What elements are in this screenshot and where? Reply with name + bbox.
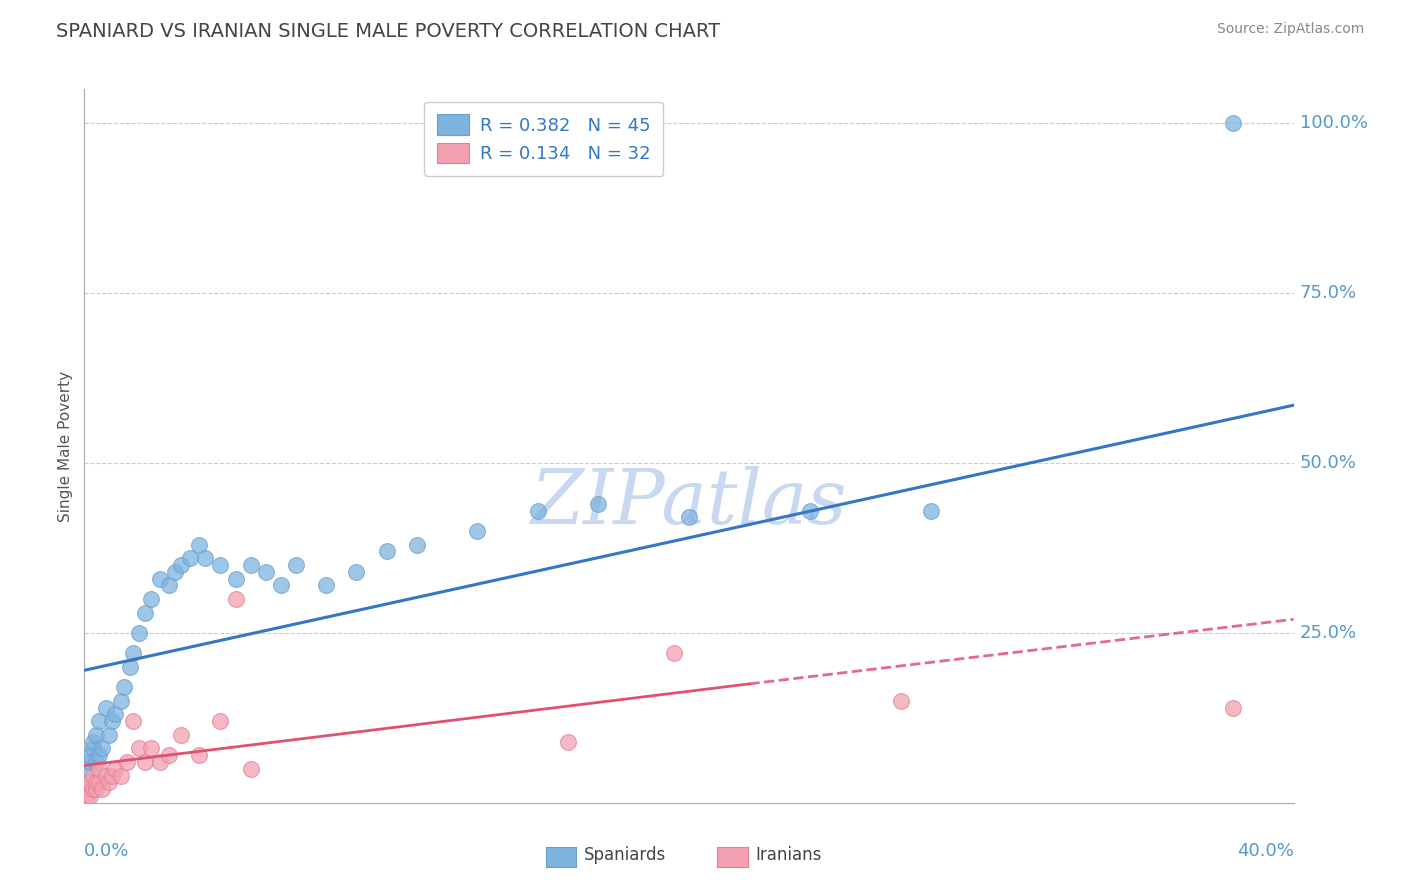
Point: [86, 775, 108, 789]
Point: [76, 782, 98, 797]
Point: [209, 714, 232, 729]
Point: [76, 789, 98, 803]
Point: [375, 544, 398, 558]
Text: Source: ZipAtlas.com: Source: ZipAtlas.com: [1216, 22, 1364, 37]
Point: [163, 565, 186, 579]
Text: 50.0%: 50.0%: [1299, 454, 1357, 472]
Point: [82, 741, 104, 756]
Point: [89, 762, 111, 776]
Point: [239, 762, 262, 776]
Point: [97, 775, 120, 789]
Point: [139, 741, 162, 756]
Point: [100, 714, 122, 729]
Point: [104, 762, 127, 776]
Point: [1222, 116, 1244, 130]
Legend: R = 0.382   N = 45, R = 0.134   N = 32: R = 0.382 N = 45, R = 0.134 N = 32: [425, 102, 664, 176]
Point: [118, 660, 141, 674]
Point: [209, 558, 232, 572]
Point: [157, 748, 180, 763]
Point: [346, 565, 368, 579]
Point: [128, 741, 150, 756]
Point: [188, 748, 211, 763]
Point: [134, 755, 156, 769]
Text: 40.0%: 40.0%: [1237, 842, 1294, 860]
Point: [89, 714, 111, 729]
Point: [91, 782, 114, 797]
Point: [662, 646, 685, 660]
Point: [89, 748, 111, 763]
Point: [82, 734, 104, 748]
Point: [94, 700, 117, 714]
Point: [799, 503, 821, 517]
Point: [170, 728, 193, 742]
Point: [157, 578, 180, 592]
Text: 25.0%: 25.0%: [1299, 624, 1357, 642]
Text: ZIPatlas: ZIPatlas: [530, 467, 848, 540]
Point: [79, 789, 101, 803]
Point: [104, 707, 127, 722]
Point: [194, 551, 217, 566]
Point: [76, 762, 98, 776]
Point: [121, 714, 143, 729]
Point: [139, 591, 162, 606]
Point: [467, 524, 489, 538]
Point: [890, 694, 912, 708]
Point: [225, 572, 247, 586]
Point: [112, 680, 135, 694]
Point: [79, 755, 101, 769]
Point: [149, 755, 172, 769]
Point: [406, 537, 429, 551]
Text: 75.0%: 75.0%: [1299, 284, 1357, 302]
Point: [86, 728, 108, 742]
Point: [89, 775, 111, 789]
Point: [94, 769, 117, 783]
Point: [86, 755, 108, 769]
Point: [134, 606, 156, 620]
Point: [110, 694, 132, 708]
Point: [239, 558, 262, 572]
Point: [588, 497, 610, 511]
Point: [91, 741, 114, 756]
Text: 100.0%: 100.0%: [1299, 114, 1368, 132]
Point: [128, 626, 150, 640]
Text: Iranians: Iranians: [755, 847, 821, 864]
Point: [179, 551, 201, 566]
Point: [100, 769, 122, 783]
Point: [79, 748, 101, 763]
Point: [97, 728, 120, 742]
Point: [82, 769, 104, 783]
Text: Spaniards: Spaniards: [583, 847, 665, 864]
Point: [82, 782, 104, 797]
Point: [315, 578, 337, 592]
Point: [254, 565, 277, 579]
Point: [149, 572, 172, 586]
Point: [526, 503, 548, 517]
Point: [170, 558, 193, 572]
Text: SPANIARD VS IRANIAN SINGLE MALE POVERTY CORRELATION CHART: SPANIARD VS IRANIAN SINGLE MALE POVERTY …: [56, 22, 720, 41]
Point: [920, 503, 942, 517]
Point: [270, 578, 292, 592]
Point: [79, 775, 101, 789]
Text: 0.0%: 0.0%: [84, 842, 129, 860]
Point: [1222, 700, 1244, 714]
Point: [86, 782, 108, 797]
Point: [557, 734, 579, 748]
Point: [284, 558, 308, 572]
Point: [110, 769, 132, 783]
Point: [121, 646, 143, 660]
Point: [225, 591, 247, 606]
Point: [678, 510, 700, 524]
Y-axis label: Single Male Poverty: Single Male Poverty: [58, 370, 73, 522]
Point: [115, 755, 138, 769]
Point: [188, 537, 211, 551]
